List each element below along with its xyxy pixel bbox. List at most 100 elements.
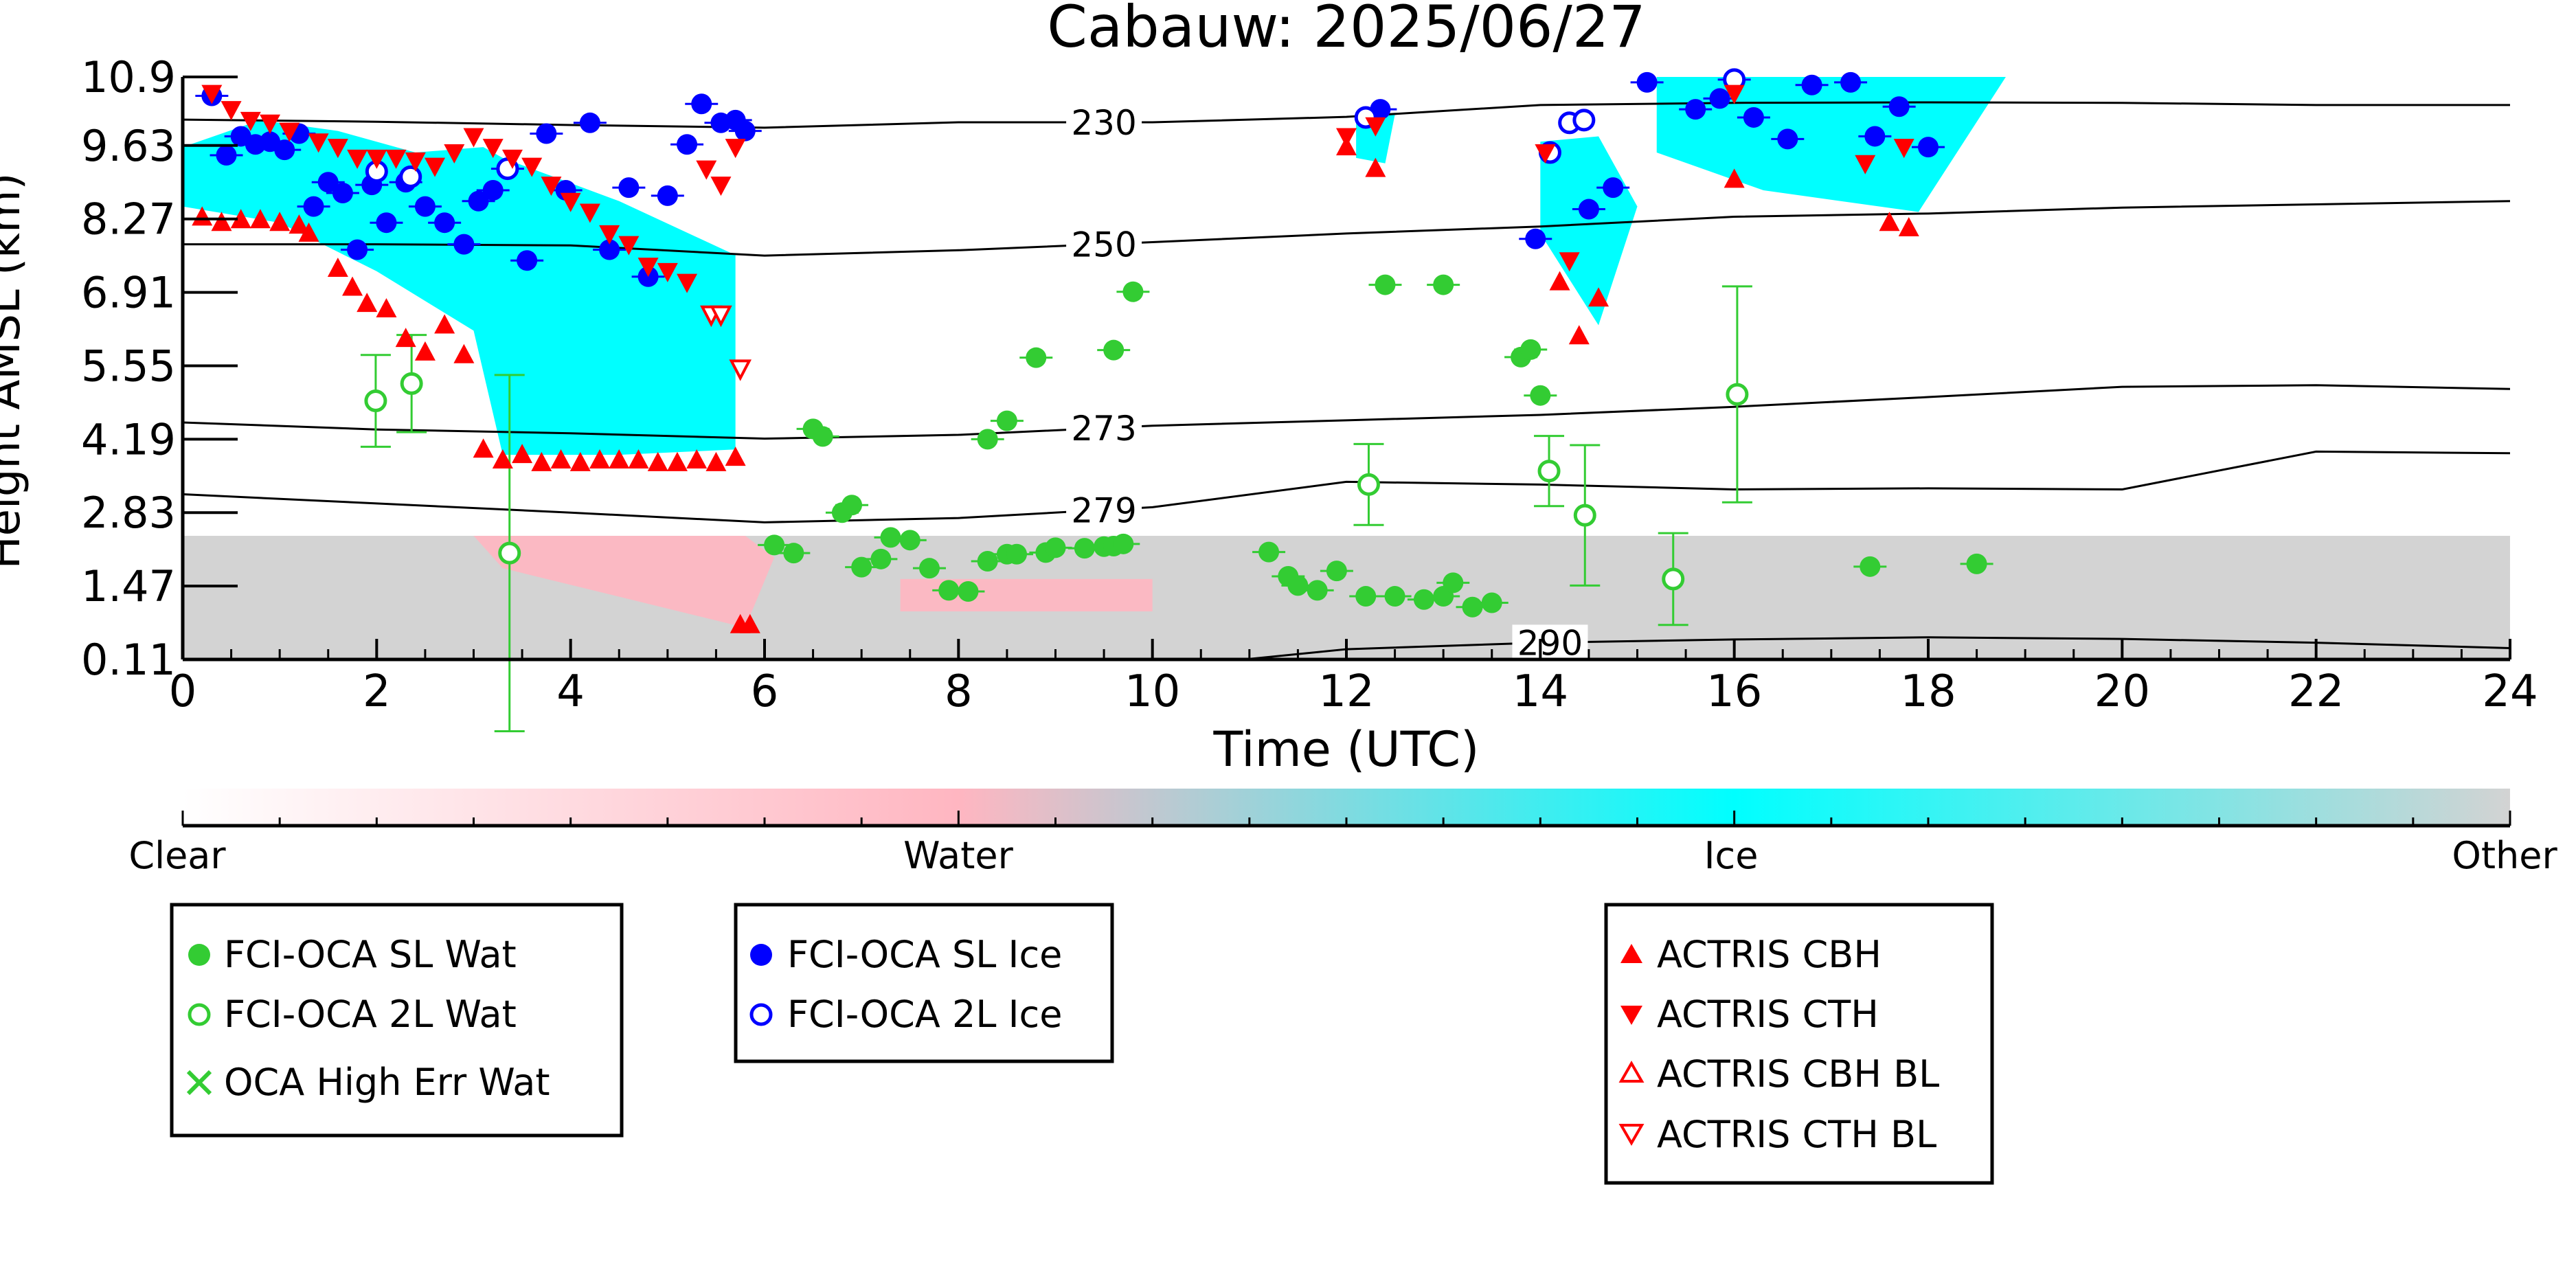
isotherm-250 xyxy=(183,200,2510,257)
actris-cth-point xyxy=(1559,252,1580,272)
fci-oca-sl-wat-point xyxy=(1860,556,1881,577)
x-axis-label: Time (UTC) xyxy=(1213,721,1480,778)
legend-marker-cth xyxy=(1620,1006,1642,1025)
x-tick-label: 6 xyxy=(751,666,779,717)
colorbar-label-ice: Ice xyxy=(1704,834,1759,877)
actris-cth-point xyxy=(560,192,581,212)
isotherm-layer: 230 250 273 279 290 xyxy=(183,101,2510,659)
fci-oca-sl-wat-point xyxy=(1307,580,1328,601)
actris-cbh-point xyxy=(249,209,271,229)
colorbar-label-clear: Clear xyxy=(128,834,226,877)
actris-cbh-point xyxy=(1568,325,1590,345)
fci-oca-sl-ice-point xyxy=(517,250,538,271)
actris-cth-point xyxy=(221,101,242,121)
legend-label-high-err-wat: OCA High Err Wat xyxy=(224,1061,550,1104)
isotherm-label-bg xyxy=(1512,624,1588,659)
legend-label-2l-ice: FCI-OCA 2L Ice xyxy=(787,993,1062,1036)
fci-oca-sl-wat-point xyxy=(1520,339,1541,360)
actris-cbh-point xyxy=(269,212,291,231)
actris-cth-point xyxy=(637,258,659,278)
fci-oca-sl-wat-point xyxy=(1355,586,1377,607)
fci-oca-sl-wat-point xyxy=(783,543,804,564)
actris-cbh-point xyxy=(434,314,455,334)
fci-oca-sl-wat-point xyxy=(841,495,863,516)
fci-oca-sl-ice-point xyxy=(1864,126,1886,147)
fci-oca-sl-wat-point xyxy=(1006,543,1028,565)
fci-oca-2l-wat-point xyxy=(400,372,423,395)
isotherm-label-bg xyxy=(1066,410,1142,447)
fci-oca-sl-wat-point xyxy=(1113,533,1134,554)
fci-oca-sl-ice-point xyxy=(434,212,455,234)
actris-cbh-point xyxy=(531,451,552,471)
actris-cth-point xyxy=(201,84,223,104)
actris-cbh-point xyxy=(1588,287,1609,307)
actris-cth-point xyxy=(444,144,465,164)
y-tick-label: 9.63 xyxy=(81,121,176,171)
fci-oca-sl-ice-point xyxy=(1636,71,1658,93)
isotherm-label-250: 250 xyxy=(1071,225,1136,264)
legend-marker-cth-bl xyxy=(1618,1124,1645,1146)
fci-oca-sl-ice-point xyxy=(1685,99,1706,120)
legend-water: FCI-OCA SL Wat FCI-OCA 2L Wat OCA High E… xyxy=(170,903,624,1138)
actris-cbh-point xyxy=(686,449,708,468)
fci-oca-2l-wat-point xyxy=(498,541,521,565)
actris-cth-point xyxy=(618,236,640,256)
fci-oca-sl-wat-point xyxy=(1326,561,1347,582)
fci-oca-sl-ice-point xyxy=(216,144,237,166)
fci-oca-2l-wat-point xyxy=(1573,504,1596,527)
x-tick-label: 14 xyxy=(1513,666,1568,717)
legend-label-cth-bl: ACTRIS CTH BL xyxy=(1657,1113,1936,1156)
actris-cth-point xyxy=(347,149,368,169)
actris-cbh-point xyxy=(705,451,727,471)
actris-cth-point xyxy=(1724,84,1745,104)
actris-cth-point xyxy=(240,111,261,131)
legend-label-sl-ice: FCI-OCA SL Ice xyxy=(787,933,1062,976)
actris-cbh-point xyxy=(647,451,668,471)
fci-oca-sl-wat-point xyxy=(918,558,940,579)
actris-cth-bl-point xyxy=(729,359,752,381)
fci-oca-sl-wat-point xyxy=(958,580,979,602)
actris-cbh-point xyxy=(569,451,591,471)
actris-cth-point xyxy=(657,262,678,282)
fci-oca-sl-wat-point xyxy=(1045,537,1066,558)
fci-oca-2l-ice-point xyxy=(399,165,422,188)
actris-cth-point xyxy=(579,203,600,223)
ice-cloud-region xyxy=(1540,136,1638,326)
isotherm-label-bg xyxy=(1066,492,1142,528)
actris-cth-point xyxy=(599,225,620,245)
legend-label-sl-wat: FCI-OCA SL Wat xyxy=(224,933,517,976)
colorbar: Clear Water Ice Other xyxy=(128,789,2557,877)
fci-oca-sl-ice-point xyxy=(677,134,698,155)
fci-oca-sl-wat-point xyxy=(812,426,833,447)
axes: 0 2 4 6 8 10 12 14 16 18 20 22 240.111.472.834.195.5… xyxy=(81,52,2538,717)
actris-cbh-point xyxy=(395,328,416,348)
fci-oca-sl-ice-point xyxy=(414,196,436,217)
y-axis-label: Height AMSL (km) xyxy=(0,173,30,569)
x-tick-label: 16 xyxy=(1706,666,1762,717)
fci-oca-sl-ice-point xyxy=(1918,137,1939,158)
fci-oca-sl-ice-point xyxy=(332,182,353,203)
actris-cbh-point xyxy=(609,449,630,468)
x-tick-label: 20 xyxy=(2094,666,2150,717)
actris-cth-point xyxy=(405,152,426,172)
actris-cbh-point xyxy=(1365,157,1386,177)
actris-cbh-point xyxy=(414,341,436,361)
actris-cth-point xyxy=(710,177,732,196)
actris-cth-point xyxy=(677,273,698,293)
actris-cbh-point xyxy=(589,449,611,468)
fci-oca-sl-wat-point xyxy=(977,429,998,450)
isotherm-279 xyxy=(183,450,2510,523)
actris-cbh-point xyxy=(473,438,494,458)
x-tick-label: 12 xyxy=(1318,666,1374,717)
y-tick-label: 0.11 xyxy=(81,635,176,685)
legend-marker-sl-wat xyxy=(188,944,210,966)
actris-cth-point xyxy=(279,122,300,142)
ice-cloud-region xyxy=(1656,77,2006,212)
x-tick-label: 4 xyxy=(556,666,585,717)
isotherm-label-230: 230 xyxy=(1071,103,1136,143)
fci-oca-sl-ice-point xyxy=(1801,74,1822,95)
fci-oca-sl-ice-point xyxy=(303,196,324,217)
fci-oca-sl-wat-point xyxy=(1413,589,1434,610)
fci-oca-sl-ice-point xyxy=(618,177,640,199)
fci-oca-sl-wat-point xyxy=(1433,274,1454,295)
